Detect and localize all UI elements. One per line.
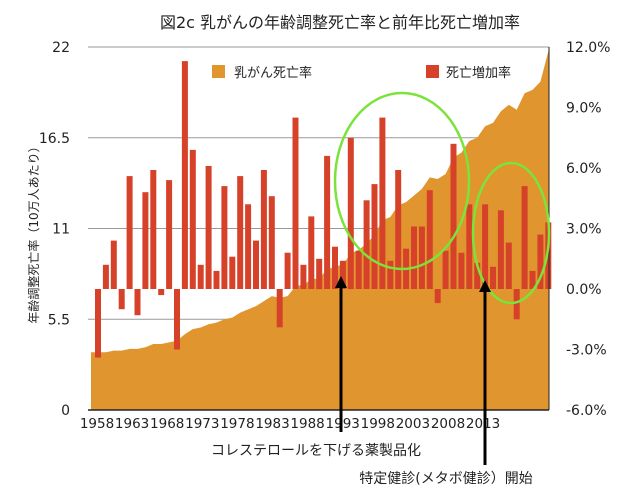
y2-tick-label: 12.0% xyxy=(566,40,610,56)
y-tick-label: 11 xyxy=(52,222,70,238)
bar-1990 xyxy=(347,137,354,290)
bar-1995 xyxy=(387,260,394,289)
bar-1979 xyxy=(260,170,267,289)
bar-1958 xyxy=(95,289,101,358)
bar-1994 xyxy=(379,117,386,289)
bar-2010 xyxy=(505,242,512,289)
x-tick-label: 1963 xyxy=(115,416,149,432)
y2-tick-label: 3.0% xyxy=(566,222,602,238)
x-tick-label: 1983 xyxy=(255,416,289,432)
area-breast-cancer-mortality xyxy=(91,48,549,410)
x-tick-label: 1978 xyxy=(220,416,254,432)
bar-2000 xyxy=(426,190,433,289)
legend-swatch-area xyxy=(212,65,225,78)
arrowhead-2008 xyxy=(479,280,491,292)
bar-1959 xyxy=(102,264,109,289)
bar-1962 xyxy=(126,176,133,289)
y-tick-label: 22 xyxy=(52,40,70,56)
annotations: コレステロールを下げる薬製品化 特定健診(メタボ健診）開始 xyxy=(211,91,551,487)
bar-1972 xyxy=(205,166,212,289)
bar-1963 xyxy=(134,289,141,316)
x-tick-label: 2008 xyxy=(431,416,465,432)
bar-1988 xyxy=(332,246,338,289)
bar-1961 xyxy=(118,289,125,310)
bar-1985 xyxy=(308,216,315,289)
y2-tick-label: -6.0% xyxy=(566,403,607,419)
bar-2007 xyxy=(482,204,489,289)
chart-title: 図2c 乳がんの年齢調整死亡率と前年比死亡増加率 xyxy=(160,13,520,32)
y-tick-label: 0 xyxy=(61,403,70,419)
bar-1996 xyxy=(395,170,402,289)
bar-1969 xyxy=(181,61,188,289)
bar-1976 xyxy=(237,176,244,289)
bar-1978 xyxy=(253,240,259,289)
bar-1989 xyxy=(339,260,346,289)
y2-tick-label: 0.0% xyxy=(566,282,602,298)
bar-2002 xyxy=(442,250,449,289)
bar-1998 xyxy=(411,226,417,289)
bar-2013 xyxy=(529,270,536,289)
y-tick-label: 16.5 xyxy=(39,131,70,147)
legend-label-bars: 死亡増加率 xyxy=(446,65,511,81)
bar-1987 xyxy=(324,155,331,289)
bar-2014 xyxy=(537,234,544,289)
bar-1986 xyxy=(316,258,323,290)
highlight-ellipse-2008 xyxy=(471,161,551,305)
bar-1983 xyxy=(292,117,299,289)
y-tick-label: 5.5 xyxy=(48,312,70,328)
annotation-statin: コレステロールを下げる薬製品化 xyxy=(211,443,421,459)
bar-2003 xyxy=(450,143,457,289)
bar-1967 xyxy=(166,180,173,289)
x-tick-label: 1998 xyxy=(361,416,395,432)
y2-tick-label: 9.0% xyxy=(566,101,602,117)
bar-2001 xyxy=(434,289,441,304)
y-axis-label: 年齢調整死亡率（10万人あたり） xyxy=(26,140,41,323)
bar-1970 xyxy=(189,149,196,289)
bar-1964 xyxy=(142,192,149,289)
bar-1980 xyxy=(268,196,275,289)
legend: 乳がん死亡率 死亡増加率 xyxy=(212,65,511,81)
bar-2008 xyxy=(490,266,496,289)
bar-1965 xyxy=(150,170,157,289)
area-series xyxy=(91,48,549,410)
bar-1974 xyxy=(221,186,228,289)
bar-1984 xyxy=(300,264,307,289)
bar-1977 xyxy=(245,204,252,289)
axes: 0 5.5 11 16.5 22 -6.0% -3.0% 0.0% 3.0% 6.0% 9.0% 12… xyxy=(39,40,611,432)
x-tick-label: 1968 xyxy=(150,416,184,432)
bar-series xyxy=(95,61,552,358)
annotation-metabo: 特定健診(メタボ健診）開始 xyxy=(359,471,532,487)
bar-2006 xyxy=(474,262,481,289)
bar-1999 xyxy=(418,226,425,289)
bar-1975 xyxy=(229,256,236,289)
bar-1971 xyxy=(197,264,204,289)
x-tick-label: 1988 xyxy=(290,416,324,432)
legend-swatch-bars xyxy=(426,65,439,78)
bar-2005 xyxy=(466,204,473,289)
bar-1993 xyxy=(371,184,378,289)
highlight-ellipse-1990s xyxy=(333,91,471,271)
bar-2009 xyxy=(497,210,504,289)
x-tick-label: 2013 xyxy=(466,416,500,432)
y2-tick-label: 6.0% xyxy=(566,161,602,177)
bar-1991 xyxy=(355,250,362,289)
bar-1966 xyxy=(158,289,165,296)
bar-2004 xyxy=(458,252,465,289)
bar-2011 xyxy=(513,289,520,320)
bar-1981 xyxy=(276,289,283,328)
legend-label-area: 乳がん死亡率 xyxy=(234,65,312,81)
x-tick-label: 1973 xyxy=(185,416,219,432)
bar-1960 xyxy=(110,240,117,289)
x-tick-label: 1993 xyxy=(326,416,360,432)
bar-1968 xyxy=(174,289,180,350)
bar-1982 xyxy=(284,252,291,289)
bar-1992 xyxy=(363,200,370,289)
x-tick-label: 2003 xyxy=(396,416,430,432)
arrowhead-1988 xyxy=(335,276,347,288)
bar-2012 xyxy=(521,186,528,289)
bar-1973 xyxy=(213,270,220,289)
y2-tick-label: -3.0% xyxy=(566,343,607,359)
x-tick-label: 1958 xyxy=(80,416,114,432)
